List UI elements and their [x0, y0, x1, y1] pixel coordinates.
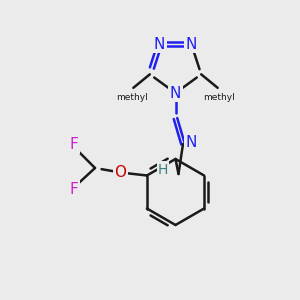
Text: methyl: methyl	[203, 93, 235, 102]
Text: N: N	[186, 135, 197, 150]
Text: H: H	[158, 163, 168, 176]
Text: O: O	[115, 165, 127, 180]
Text: F: F	[70, 137, 78, 152]
Text: N: N	[186, 37, 197, 52]
Text: F: F	[70, 182, 78, 197]
Text: methyl: methyl	[116, 93, 148, 102]
Text: N: N	[154, 37, 165, 52]
Text: N: N	[170, 85, 181, 100]
